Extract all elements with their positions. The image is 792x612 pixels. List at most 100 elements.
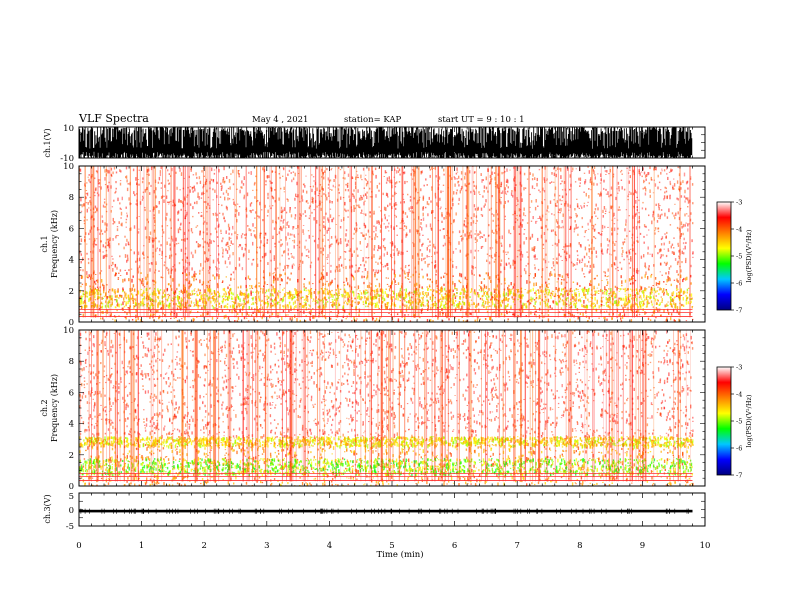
spectrogram-cell xyxy=(566,289,568,293)
spectrogram-cell xyxy=(196,225,199,227)
spectrogram-cell xyxy=(305,249,308,251)
spectrogram-cell xyxy=(207,319,209,321)
spectrogram-cell xyxy=(294,217,296,220)
spectrogram-cell xyxy=(240,186,242,189)
spectrogram-cell xyxy=(371,298,373,301)
spectrogram-cell xyxy=(232,225,234,229)
spectrogram-cell xyxy=(286,242,289,246)
spectrogram-cell xyxy=(227,296,229,298)
spectrogram-cell xyxy=(411,178,414,180)
spectrogram-cell xyxy=(108,245,111,249)
spectrogram-cell xyxy=(203,175,205,177)
spectrogram-cell xyxy=(302,260,304,264)
spectrogram-cell xyxy=(550,296,552,299)
spectrogram-cell xyxy=(166,266,168,270)
spectrogram-cell xyxy=(142,177,144,180)
spectrogram-cell xyxy=(691,306,694,307)
spectrogram-cell xyxy=(213,169,216,171)
spectrogram-cell xyxy=(685,295,687,297)
spectrogram-cell xyxy=(348,312,350,316)
spectrogram-cell xyxy=(454,296,457,298)
spectrogram-cell xyxy=(665,290,668,293)
spectrogram-cell xyxy=(525,303,527,307)
spectrogram-cell xyxy=(626,167,628,169)
spectrogram-cell xyxy=(606,310,608,312)
spectrogram-cell xyxy=(302,225,305,226)
spectrogram-cell xyxy=(204,305,206,309)
spectrogram-cell xyxy=(148,182,150,185)
spectrogram-cell xyxy=(222,248,224,252)
spectrogram-cell xyxy=(523,212,525,216)
spectrogram-cell xyxy=(520,287,523,290)
spectrogram-cell xyxy=(111,303,113,306)
spectrogram-cell xyxy=(559,295,562,297)
spectrogram-cell xyxy=(191,275,193,279)
spectrogram-cell xyxy=(189,304,191,306)
spectrogram-cell xyxy=(97,295,99,299)
spectrogram-cell xyxy=(134,305,136,308)
spectrogram-cell xyxy=(120,211,123,216)
spectrogram-cell xyxy=(360,297,362,301)
spectrogram-cell xyxy=(156,247,158,250)
spectrogram-cell xyxy=(87,176,89,178)
spectrogram-cell xyxy=(274,291,277,293)
spectrogram-cell xyxy=(283,287,285,289)
spectrogram-cell xyxy=(194,188,196,192)
spectrogram-cell xyxy=(328,195,330,197)
spectrogram-cell xyxy=(91,174,93,178)
spectrogram-cell xyxy=(430,306,432,311)
spectrogram-cell xyxy=(651,253,653,258)
spectrogram-cell xyxy=(152,304,155,306)
spectrogram-cell xyxy=(294,172,296,177)
spectrogram-cell xyxy=(209,207,211,209)
spectrogram-cell xyxy=(627,172,630,174)
spectrogram-cell xyxy=(266,175,268,178)
spectrogram-cell xyxy=(253,230,255,232)
spectrogram-cell xyxy=(153,280,155,283)
spectrogram-cell xyxy=(560,167,562,172)
spectrogram-cell xyxy=(230,273,232,276)
spectrogram-cell xyxy=(114,289,116,291)
spectrogram-cell xyxy=(346,183,349,187)
spectrogram-cell xyxy=(366,285,369,288)
spectrogram-cell xyxy=(201,298,204,301)
spectrogram-cell xyxy=(323,275,325,280)
spectrogram-cell xyxy=(217,290,219,294)
spectrogram-cell xyxy=(576,227,578,229)
spectrogram-cell xyxy=(485,295,487,297)
spectrogram-cell xyxy=(574,292,576,296)
spectrogram-cell xyxy=(657,286,659,288)
spectrogram-cell xyxy=(438,184,440,186)
spectrogram-cell xyxy=(681,250,683,255)
spectrogram-cell xyxy=(248,293,250,297)
spectrogram-cell xyxy=(196,301,199,305)
spectrogram-cell xyxy=(343,251,346,253)
spectrogram-cell xyxy=(292,171,295,173)
spectrogram-cell xyxy=(668,240,671,244)
spectrogram-cell xyxy=(404,304,406,308)
spectrogram-cell xyxy=(271,312,274,316)
spectrogram-cell xyxy=(548,211,550,213)
spectrogram-cell xyxy=(605,289,607,292)
spectrogram-cell xyxy=(430,304,432,306)
spectrogram-cell xyxy=(159,248,161,252)
spectrogram-cell xyxy=(671,305,673,308)
spectrogram-cell xyxy=(449,213,451,217)
spectrogram-cell xyxy=(296,291,298,295)
spectrogram-cell xyxy=(493,294,496,298)
spectrogram-cell xyxy=(422,296,424,299)
spectrogram-cell xyxy=(430,319,432,322)
spectrogram-cell xyxy=(320,299,323,302)
spectrogram-cell xyxy=(372,317,374,320)
spectrogram-cell xyxy=(537,237,539,241)
spectrogram-cell xyxy=(678,173,681,177)
spectrogram-cell xyxy=(496,288,498,291)
spectrogram-cell xyxy=(573,263,576,266)
spectrogram-cell xyxy=(274,298,276,301)
spectrogram-cell xyxy=(170,318,172,320)
spectrogram-cell xyxy=(94,299,97,301)
spectrogram-cell xyxy=(687,228,689,232)
spectrogram-cell xyxy=(523,172,526,176)
spectrogram-cell xyxy=(288,309,290,312)
spectrogram-cell xyxy=(335,305,338,310)
